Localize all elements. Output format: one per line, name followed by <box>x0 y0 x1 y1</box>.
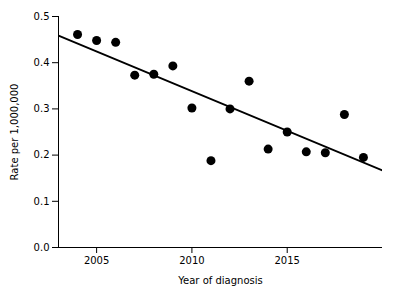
svg-text:2005: 2005 <box>84 255 109 266</box>
svg-text:Rate per 1,000,000: Rate per 1,000,000 <box>9 84 20 181</box>
svg-text:0.3: 0.3 <box>34 103 50 114</box>
svg-text:0.1: 0.1 <box>34 196 50 207</box>
svg-text:2015: 2015 <box>274 255 299 266</box>
svg-text:0.2: 0.2 <box>34 149 50 160</box>
svg-text:0.5: 0.5 <box>34 11 50 22</box>
svg-text:Year of diagnosis: Year of diagnosis <box>177 275 262 286</box>
svg-text:0.0: 0.0 <box>34 242 50 253</box>
svg-text:0.4: 0.4 <box>34 57 50 68</box>
svg-text:2010: 2010 <box>179 255 204 266</box>
